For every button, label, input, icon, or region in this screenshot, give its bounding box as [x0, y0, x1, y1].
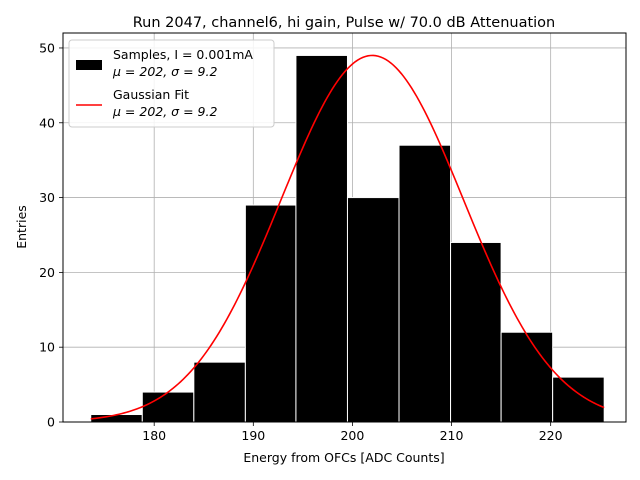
y-tick-label: 10 — [39, 340, 55, 355]
y-tick-label: 20 — [39, 265, 55, 280]
legend-box — [68, 39, 275, 128]
y-tick-label: 40 — [39, 115, 55, 130]
histogram-bars — [90, 54, 605, 423]
x-tick-label: 210 — [440, 428, 464, 443]
plot-frame — [62, 32, 627, 423]
y-tick-label: 50 — [39, 40, 55, 55]
x-tick-label: 190 — [241, 428, 265, 443]
histogram-bar — [244, 204, 297, 423]
gaussian-fit-curve — [90, 54, 605, 420]
histogram-bar — [193, 361, 246, 423]
legend-entry-samples-stats: μ = 202, σ = 9.2 — [112, 64, 217, 79]
histogram-bar — [398, 144, 452, 423]
legend: Samples, I = 0.001mA μ = 202, σ = 9.2 Ga… — [68, 39, 275, 128]
legend-entry-fit-stats: μ = 202, σ = 9.2 — [112, 104, 217, 119]
histogram-bar — [295, 54, 348, 423]
histogram-bar — [346, 197, 400, 423]
x-tick-label: 180 — [142, 428, 166, 443]
y-axis: 0 10 20 30 40 50 — [39, 40, 63, 430]
legend-entry-samples: Samples, I = 0.001mA — [113, 47, 253, 62]
histogram-bar — [500, 331, 554, 423]
histogram-bar — [141, 391, 195, 423]
y-axis-label: Entries — [14, 205, 29, 249]
x-tick-label: 220 — [539, 428, 563, 443]
gaussian-fit — [90, 54, 605, 420]
y-tick-label: 30 — [39, 190, 55, 205]
x-axis-label: Energy from OFCs [ADC Counts] — [243, 450, 444, 465]
legend-bar-swatch — [76, 60, 102, 70]
chart-title: Run 2047, channel6, hi gain, Pulse w/ 70… — [133, 15, 556, 31]
histogram-bar — [552, 376, 605, 423]
x-tick-label: 200 — [340, 428, 364, 443]
x-axis: 180 190 200 210 220 — [142, 422, 563, 443]
y-tick-label: 0 — [47, 415, 55, 430]
legend-entry-fit: Gaussian Fit — [113, 87, 189, 102]
